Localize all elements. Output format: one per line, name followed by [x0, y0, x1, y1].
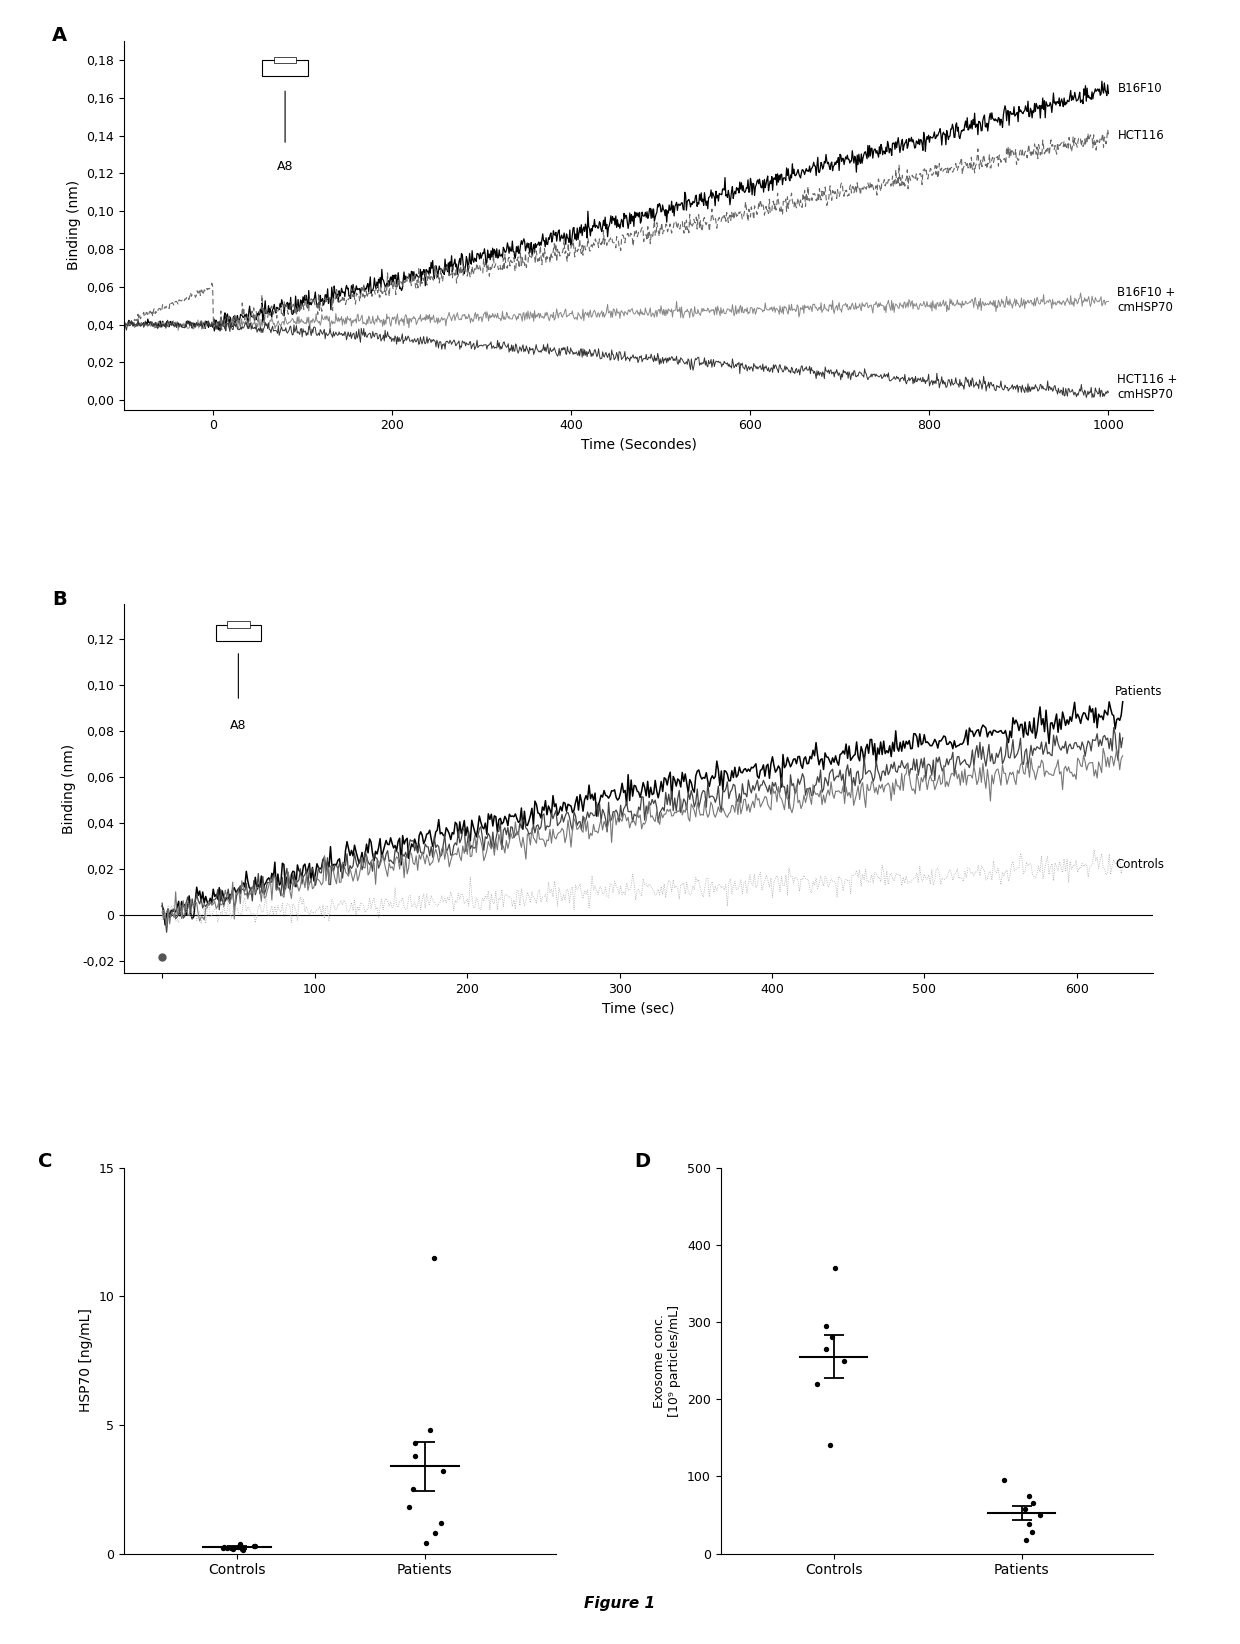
Point — [1017, 1527, 1037, 1554]
Bar — [274, 56, 296, 62]
Point — [244, 1532, 264, 1559]
Point — [415, 1531, 435, 1557]
Point — [816, 1312, 836, 1338]
Text: B16F10 +
cmHSP70: B16F10 + cmHSP70 — [1117, 286, 1176, 314]
Point — [434, 1458, 454, 1485]
Text: A: A — [52, 26, 67, 46]
Point — [425, 1519, 445, 1545]
Text: B16F10: B16F10 — [1117, 82, 1162, 95]
Point — [217, 1535, 237, 1562]
Point — [232, 1535, 252, 1562]
Text: HCT116: HCT116 — [1117, 130, 1164, 141]
Point — [405, 1443, 425, 1470]
Bar — [216, 625, 260, 641]
Bar — [227, 621, 249, 628]
Point — [820, 1432, 839, 1458]
Text: HCT116 +
cmHSP70: HCT116 + cmHSP70 — [1117, 373, 1178, 401]
Y-axis label: HSP70 [ng/mL]: HSP70 [ng/mL] — [79, 1309, 93, 1412]
Point — [420, 1417, 440, 1443]
Point — [231, 1531, 250, 1557]
X-axis label: Time (Secondes): Time (Secondes) — [580, 437, 697, 452]
Text: C: C — [37, 1152, 52, 1171]
Y-axis label: Binding (nm): Binding (nm) — [67, 181, 81, 270]
Point — [215, 1534, 234, 1560]
Point — [233, 1537, 253, 1563]
Point — [424, 1245, 444, 1271]
Point — [1019, 1483, 1039, 1509]
Point — [825, 1254, 844, 1281]
Point — [1019, 1511, 1039, 1537]
Text: Patients: Patients — [1115, 686, 1163, 699]
Text: Controls: Controls — [1115, 858, 1164, 871]
Point — [222, 1535, 242, 1562]
Point — [221, 1535, 241, 1562]
Point — [994, 1466, 1014, 1493]
Point — [1023, 1489, 1043, 1516]
Point — [213, 1535, 233, 1562]
Point — [1022, 1519, 1042, 1545]
Point — [246, 1534, 265, 1560]
Point — [228, 1534, 248, 1560]
Y-axis label: Exosome conc.
[10⁹ particles/mL]: Exosome conc. [10⁹ particles/mL] — [653, 1305, 682, 1417]
Point — [822, 1323, 842, 1350]
Bar — [263, 61, 308, 76]
Point — [1016, 1496, 1035, 1522]
Y-axis label: Binding (nm): Binding (nm) — [62, 743, 77, 834]
Point — [403, 1476, 423, 1503]
Text: A8: A8 — [277, 159, 294, 173]
Point — [1029, 1503, 1049, 1529]
Point — [835, 1348, 854, 1374]
Text: Figure 1: Figure 1 — [584, 1596, 656, 1611]
Point — [807, 1371, 827, 1397]
Text: B: B — [52, 590, 67, 608]
Point — [432, 1509, 451, 1535]
Text: D: D — [635, 1152, 651, 1171]
Point — [223, 1535, 243, 1562]
Point — [405, 1430, 425, 1457]
X-axis label: Time (sec): Time (sec) — [603, 1001, 675, 1014]
Point — [816, 1337, 836, 1363]
Text: A8: A8 — [231, 720, 247, 733]
Point — [399, 1494, 419, 1521]
